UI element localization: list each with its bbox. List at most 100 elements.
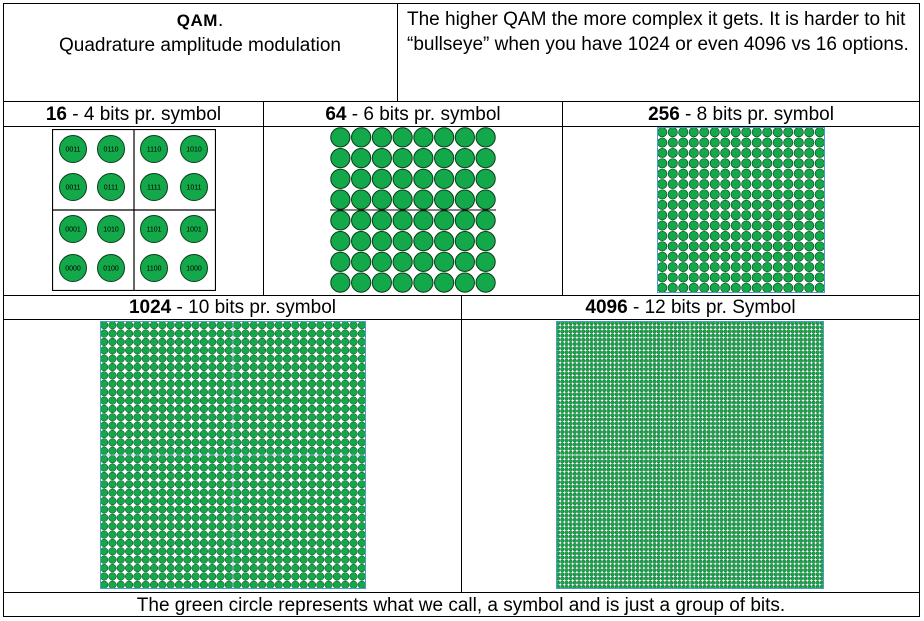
symbol-circle (191, 530, 200, 539)
symbol-circle (560, 392, 565, 397)
symbol-circle (349, 547, 358, 556)
symbol-circle (593, 375, 598, 380)
symbol-circle (652, 551, 657, 556)
symbol-circle (249, 379, 258, 388)
symbol-circle (274, 564, 283, 573)
symbol-circle (241, 471, 250, 480)
symbol-circle (794, 396, 799, 401)
symbol-circle (736, 509, 741, 514)
symbol-circle (593, 547, 598, 552)
symbol-circle (349, 522, 358, 531)
symbol-circle (772, 220, 783, 231)
symbol-circle (786, 501, 791, 506)
symbol-circle (307, 413, 317, 422)
symbol-circle (166, 505, 175, 514)
symbol-circle (803, 375, 808, 380)
symbol-circle (572, 354, 577, 359)
symbol-circle (673, 526, 678, 531)
symbol-circle (606, 517, 611, 522)
symbol-circle (660, 455, 665, 460)
symbol-circle (100, 555, 109, 564)
symbol-circle (614, 517, 619, 522)
symbol-circle (706, 413, 711, 418)
symbol-circle (811, 530, 816, 535)
symbol-circle (351, 127, 372, 148)
symbol-circle (803, 496, 808, 501)
symbol-circle (727, 383, 732, 388)
symbol-circle (174, 430, 184, 439)
symbol-circle (786, 459, 791, 464)
symbol-circle (790, 367, 795, 372)
symbol-circle (669, 404, 674, 409)
symbol-circle (618, 513, 623, 518)
symbol-circle (324, 455, 333, 464)
symbol-circle (631, 417, 636, 422)
symbol-circle (752, 480, 757, 485)
symbol-circle (782, 337, 787, 342)
table-divider-row1-a (263, 101, 264, 295)
symbol-circle (413, 251, 434, 272)
symbol-circle (258, 329, 267, 338)
symbol-circle (572, 530, 577, 535)
symbol-circle (773, 476, 778, 481)
symbol-circle (560, 526, 565, 531)
symbol-circle (706, 354, 711, 359)
symbol-circle (602, 342, 607, 347)
symbol-circle (751, 220, 762, 231)
symbol-circle (589, 509, 594, 514)
symbol-circle (581, 492, 586, 497)
symbol-circle (673, 383, 678, 388)
symbol-circle (723, 350, 728, 355)
symbol-circle (752, 421, 757, 426)
symbol-circle (669, 413, 674, 418)
symbol-circle (602, 413, 607, 418)
symbol-circle (711, 484, 716, 489)
symbol-circle (116, 555, 125, 564)
symbol-circle (614, 526, 619, 531)
symbol-circle (673, 471, 678, 476)
symbol-circle (216, 379, 225, 388)
symbol-circle (807, 358, 812, 363)
symbol-circle (706, 337, 711, 342)
symbol-circle (744, 455, 749, 460)
symbol-circle (593, 383, 598, 388)
symbol-circle (572, 442, 577, 447)
symbol-bits-label: 1010 (103, 227, 119, 234)
symbol-circle (773, 547, 778, 552)
symbol-circle (568, 492, 573, 497)
symbol-circle (610, 450, 615, 455)
symbol-circle (282, 329, 292, 338)
symbol-circle (761, 362, 766, 367)
symbol-circle (773, 371, 778, 376)
symbol-circle (581, 333, 586, 338)
symbol-circle (798, 429, 803, 434)
symbol-circle (736, 346, 741, 351)
symbol-circle (618, 434, 623, 439)
symbol-circle (316, 455, 325, 464)
symbol-circle (690, 371, 695, 376)
symbol-circle (727, 534, 732, 539)
symbol-circle (736, 513, 741, 518)
symbol-circle (635, 526, 640, 531)
symbol-circle (803, 396, 808, 401)
symbol-circle (585, 371, 590, 376)
symbol-circle (614, 413, 619, 418)
symbol-circle (597, 375, 602, 380)
symbol-circle (635, 450, 640, 455)
symbol-circle (241, 547, 250, 556)
symbol-circle (664, 530, 669, 535)
symbol-circle (149, 555, 159, 564)
symbol-circle (648, 517, 653, 522)
symbol-circle (656, 551, 661, 556)
symbol-circle (191, 371, 200, 380)
symbol-circle (581, 325, 586, 330)
symbol-circle (572, 492, 577, 497)
symbol-circle (786, 446, 791, 451)
symbol-circle (815, 543, 820, 548)
symbol-circle (667, 147, 678, 158)
symbol-circle (773, 509, 778, 514)
symbol-circle (736, 350, 741, 355)
symbol-circle (751, 272, 762, 283)
symbol-circle (723, 342, 728, 347)
symbol-circle (216, 555, 225, 564)
